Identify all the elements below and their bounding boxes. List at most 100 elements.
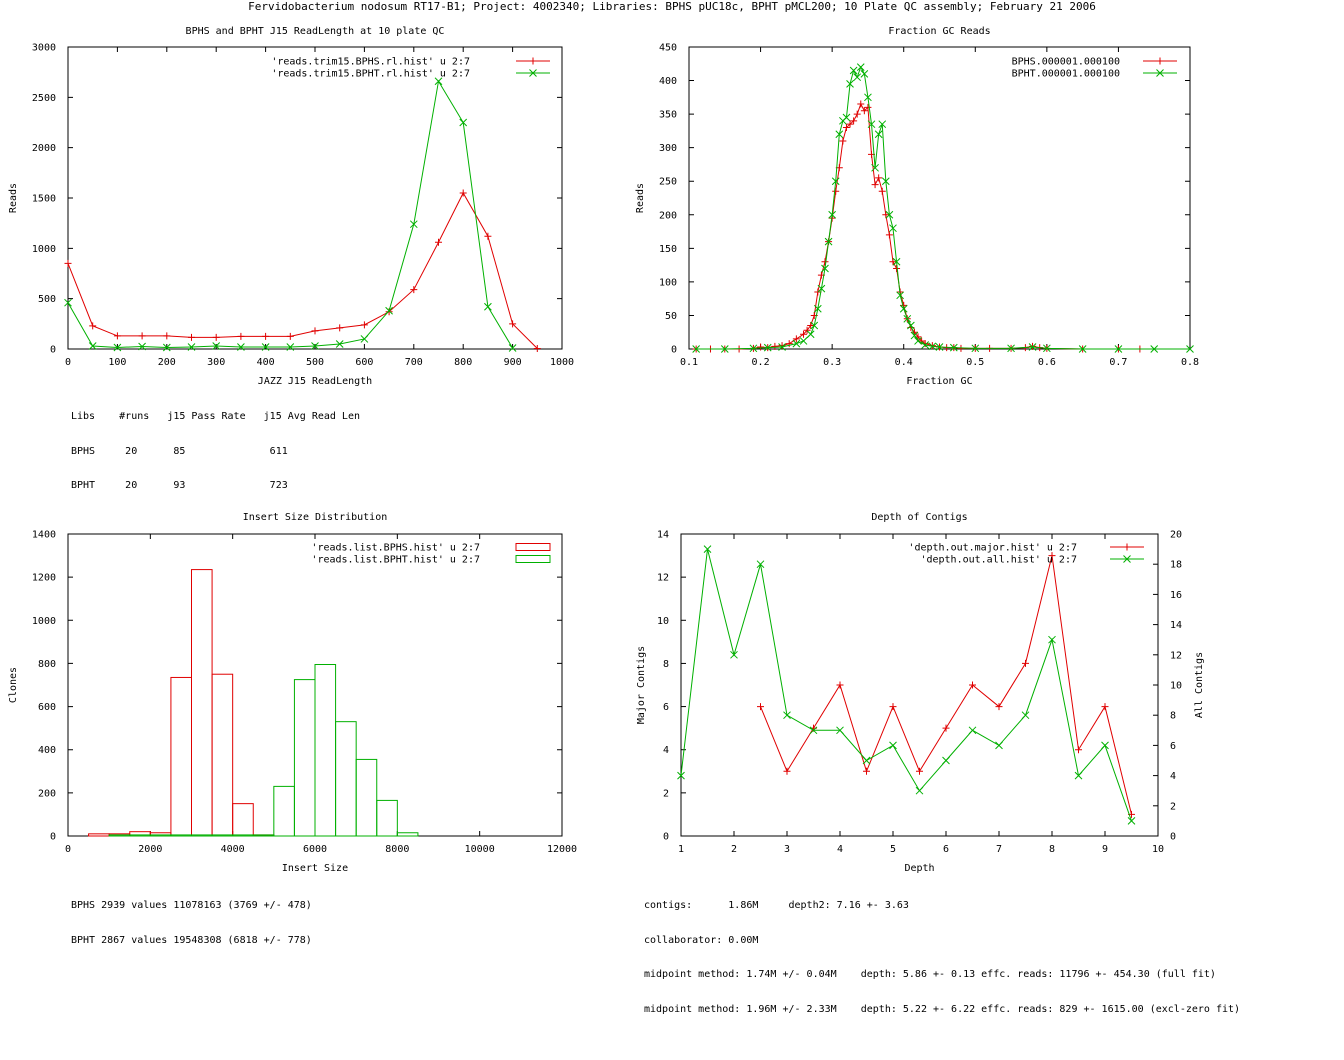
data-point xyxy=(138,342,146,351)
data-point xyxy=(995,741,1003,750)
data-point xyxy=(871,181,879,189)
data-point xyxy=(803,326,811,334)
chart-title: Insert Size Distribution xyxy=(243,512,388,523)
data-point xyxy=(853,73,862,82)
data-point xyxy=(857,100,865,108)
chart-title: Depth of Contigs xyxy=(871,512,967,523)
data-point xyxy=(836,681,844,689)
y-tick-label: 2 xyxy=(663,788,669,799)
data-point xyxy=(459,189,467,197)
x-axis-label: Fraction GC xyxy=(906,376,972,387)
data-point xyxy=(360,321,368,329)
legend-marker xyxy=(1123,555,1131,563)
data-point xyxy=(1186,345,1194,353)
x-tick-label: 0.3 xyxy=(823,357,841,368)
y-tick-label: 350 xyxy=(659,110,677,121)
histogram-bar xyxy=(355,758,378,837)
data-point xyxy=(435,238,442,246)
data-point xyxy=(915,786,924,795)
data-point xyxy=(113,332,121,340)
insert-stats-bpht: BPHT 2867 values 19548308 (6818 +/- 778) xyxy=(71,934,312,946)
data-point xyxy=(807,322,815,330)
legend-label: 'depth.out.major.hist' u 2:7 xyxy=(908,543,1077,554)
x-tick-label: 300 xyxy=(207,357,225,368)
legend-marker xyxy=(1156,57,1164,65)
data-point xyxy=(64,259,72,267)
legend-label: 'reads.trim15.BPHS.rl.hist' u 2:7 xyxy=(271,57,470,68)
data-point xyxy=(875,174,883,182)
x-tick-label: 0.8 xyxy=(1181,357,1199,368)
y-axis-label: Reads xyxy=(635,183,646,213)
series-line xyxy=(696,65,1190,350)
y-tick-label: 150 xyxy=(659,244,677,255)
y-tick-label: 300 xyxy=(659,143,677,154)
histogram-bar xyxy=(211,673,234,837)
data-point xyxy=(846,120,854,128)
data-point xyxy=(1048,552,1056,560)
x-tick-label: 800 xyxy=(454,357,472,368)
x-tick-label: 100 xyxy=(108,357,126,368)
legend-label: 'reads.trim15.BPHT.rl.hist' u 2:7 xyxy=(271,69,470,80)
chart-gc: Fraction GC Reads Fraction GC Reads 0.1 0.2 0… xyxy=(635,26,1199,387)
data-point xyxy=(995,703,1003,711)
data-point xyxy=(821,258,829,266)
data-point xyxy=(286,343,295,351)
data-point xyxy=(237,332,245,340)
data-point xyxy=(286,332,294,340)
data-point xyxy=(916,767,923,775)
histogram-bar xyxy=(149,834,172,837)
data-point xyxy=(188,333,195,341)
series-line xyxy=(680,548,1132,822)
x-tick-label: 0 xyxy=(65,357,71,368)
data-point xyxy=(860,107,868,115)
data-point xyxy=(1043,344,1051,353)
x-tick-label: 0 xyxy=(65,844,71,855)
data-point xyxy=(89,322,97,330)
x-axis-label: Depth xyxy=(904,863,934,874)
data-point xyxy=(892,257,901,266)
histogram-bar xyxy=(396,832,419,837)
y-tick-label: 50 xyxy=(665,311,677,322)
y-axis-label: Clones xyxy=(8,667,19,703)
data-point xyxy=(856,63,865,71)
data-point xyxy=(914,337,922,345)
data-point xyxy=(842,113,851,122)
x-tick-label: 6 xyxy=(943,844,949,855)
data-point xyxy=(889,703,897,711)
y-tick-label: 400 xyxy=(38,745,56,756)
y2-tick-label: 6 xyxy=(1170,741,1176,752)
x-tick-label: 6000 xyxy=(303,844,327,855)
data-point xyxy=(1007,344,1015,353)
data-point xyxy=(853,110,861,118)
y-tick-label: 800 xyxy=(38,659,56,670)
series-2: BPHT.000001.000100 xyxy=(692,63,1194,353)
x-tick-label: 700 xyxy=(405,357,423,368)
data-point xyxy=(311,342,319,350)
series-1: 'reads.list.BPHS.hist' u 2:7 xyxy=(88,543,551,837)
legend-marker xyxy=(529,57,537,65)
legend-marker xyxy=(1123,543,1131,551)
y-tick-label: 0 xyxy=(663,832,669,843)
histogram-bar xyxy=(191,569,213,837)
histogram-bar xyxy=(232,834,254,837)
data-point xyxy=(533,344,541,352)
data-point xyxy=(730,650,738,659)
x-tick-label: 1000 xyxy=(550,357,574,368)
data-point xyxy=(850,117,858,125)
histogram-bar xyxy=(252,834,275,837)
histogram-bar xyxy=(314,664,337,837)
y2-axis-label: All Contigs xyxy=(1194,652,1205,718)
data-point xyxy=(935,343,944,351)
data-point xyxy=(800,330,808,338)
data-point xyxy=(828,210,836,219)
chart-insert: Insert Size Distribution Insert Size Clone… xyxy=(8,512,577,874)
data-point xyxy=(335,340,344,348)
y-tick-label: 400 xyxy=(659,76,677,87)
data-point xyxy=(409,220,418,229)
y-tick-label: 0 xyxy=(50,832,56,843)
x-tick-label: 2000 xyxy=(138,844,162,855)
series-2: 'depth.out.all.hist' u 2:7 xyxy=(677,545,1144,825)
histogram-bar xyxy=(129,834,151,837)
data-point xyxy=(64,298,72,307)
data-point xyxy=(910,331,919,340)
